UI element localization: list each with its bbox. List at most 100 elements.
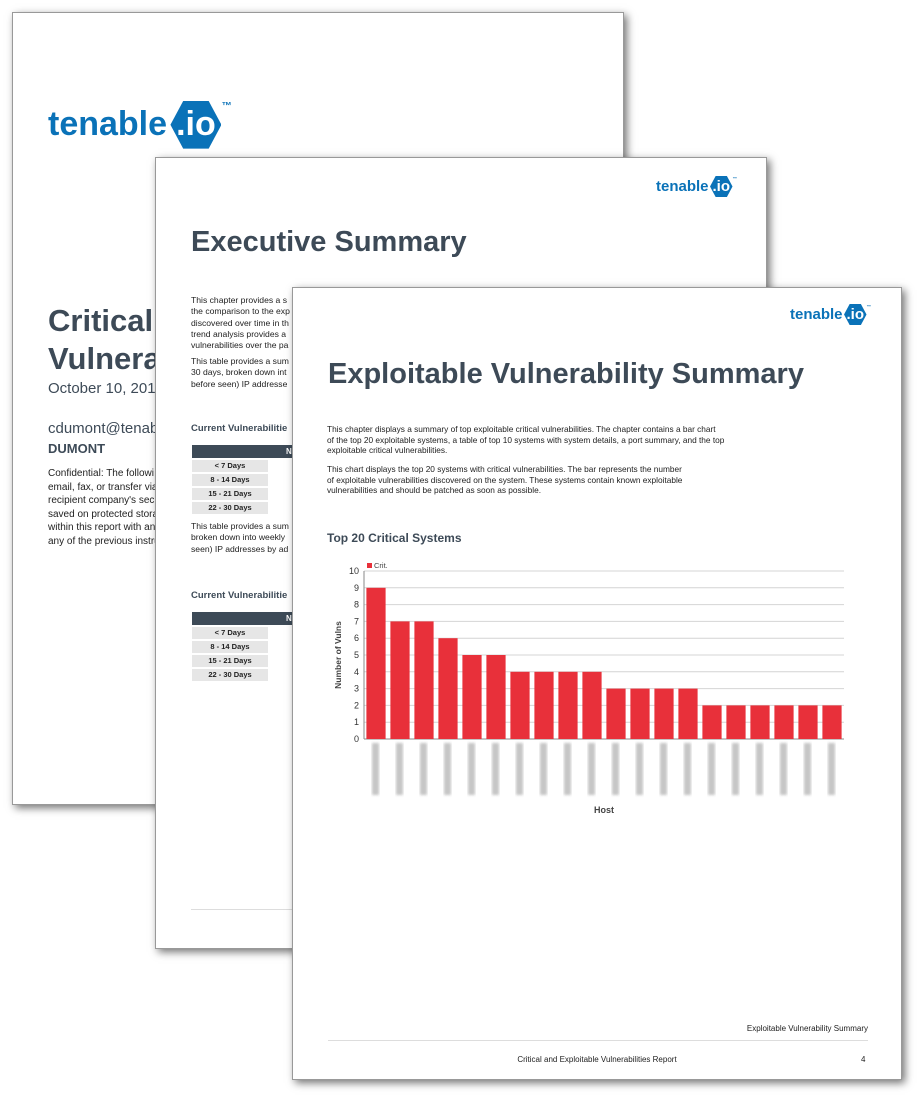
blurred-label <box>804 743 811 795</box>
x-axis-label: Host <box>594 805 614 815</box>
y-tick-label: 7 <box>354 616 359 626</box>
y-axis-label: Number of Vulns <box>333 621 343 689</box>
bar <box>510 671 530 739</box>
text-line: discovered over time in th <box>191 317 289 328</box>
text-line: the comparison to the exp <box>191 306 290 317</box>
text-line: of exploitable vulnerabilities discovere… <box>327 474 683 485</box>
logo-tm: ™ <box>866 304 872 309</box>
row-label: < 7 Days <box>192 627 268 639</box>
row-label: < 7 Days <box>192 460 268 472</box>
text-line: trend analysis provides a <box>191 328 287 339</box>
chart: 0 1 2 3 4 5 6 7 8 9 10 Crit. Host Number of Vulns <box>333 561 844 815</box>
rule <box>328 1040 868 1041</box>
blurred-label <box>780 743 787 795</box>
logo-tm: ™ <box>732 176 738 181</box>
blurred-label <box>540 743 547 795</box>
bar <box>654 688 674 739</box>
footer-section: Exploitable Vulnerability Summary <box>746 1024 868 1033</box>
exploitable-page: tenable .io ™ Exploitable Vulnerability Sum… <box>292 287 902 1080</box>
text-line: vulnerabilities over the pa <box>191 340 289 351</box>
blurred-label <box>684 743 691 795</box>
blurred-label <box>372 743 379 795</box>
text-line: exploitable critical vulnerabilities. <box>327 445 448 456</box>
y-tick-label: 3 <box>354 684 359 694</box>
text-line: broken down into weekly <box>191 532 286 543</box>
row-label: 15 - 21 Days <box>192 488 268 500</box>
bar <box>582 671 602 739</box>
bar <box>702 705 722 739</box>
date: October 10, 201 <box>48 380 156 397</box>
email: cdumont@tenab <box>48 420 159 437</box>
logo-word: tenable <box>48 105 168 143</box>
blurred-label <box>516 743 523 795</box>
logo-word: tenable <box>790 306 843 323</box>
text-line: 30 days, broken down int <box>191 367 287 378</box>
legend-label: Crit. <box>374 561 388 570</box>
text-line: before seen) IP addresse <box>191 378 288 389</box>
blurred-label <box>660 743 667 795</box>
text-line: This table provides a sum <box>191 521 289 531</box>
y-tick-label: 10 <box>349 566 359 576</box>
logo-badge: .io <box>844 304 867 325</box>
text-line: recipient company's secu <box>48 495 160 506</box>
y-tick-label: 6 <box>354 633 359 643</box>
blurred-label <box>468 743 475 795</box>
text-line: This chapter provides a s <box>191 295 288 305</box>
bar <box>726 705 746 739</box>
bar <box>630 688 650 739</box>
text-line: of the top 20 exploitable systems, a tab… <box>327 434 725 445</box>
y-tick-label: 8 <box>354 600 359 610</box>
y-tick-label: 2 <box>354 700 359 710</box>
text-line: This chart displays the top 20 systems w… <box>327 464 682 474</box>
text-line: Critical <box>48 303 154 338</box>
blurred-label <box>636 743 643 795</box>
text-line: email, fax, or transfer via <box>48 481 158 493</box>
text-line: any of the previous instru <box>48 535 160 547</box>
y-tick-label: 5 <box>354 650 359 660</box>
y-tick-label: 1 <box>354 717 359 727</box>
blurred-label <box>708 743 715 795</box>
footer-report: Critical and Exploitable Vulnerabilities… <box>517 1055 677 1064</box>
row-label: 8 - 14 Days <box>192 641 268 653</box>
logo: tenable .io ™ <box>48 101 232 149</box>
text-line: This table provides a sum <box>191 356 289 366</box>
y-tick-label: 0 <box>354 734 359 744</box>
logo: tenable .io ™ <box>656 176 737 197</box>
text-line: within this report with any <box>48 522 161 533</box>
y-tick-label: 4 <box>354 667 359 677</box>
page-number: 4 <box>861 1055 866 1064</box>
blurred-label <box>588 743 595 795</box>
bar <box>366 587 386 739</box>
blurred-label <box>828 743 835 795</box>
blurred-label <box>564 743 571 795</box>
logo-word: tenable <box>656 178 709 195</box>
legend-swatch <box>367 563 372 568</box>
blurred-label <box>732 743 739 795</box>
logo: tenable .io ™ <box>790 304 871 325</box>
bar <box>606 688 626 739</box>
logo-tm: ™ <box>221 101 232 112</box>
chart-title: Top 20 Critical Systems <box>327 531 462 545</box>
title: Exploitable Vulnerability Summary <box>328 358 804 390</box>
text-line: This chapter displays a summary of top e… <box>327 424 716 434</box>
bar <box>534 671 554 739</box>
bar <box>486 655 506 739</box>
bar <box>750 705 770 739</box>
name: DUMONT <box>48 441 106 456</box>
bar <box>774 705 794 739</box>
bar <box>558 671 578 739</box>
table-title: Current Vulnerabilitie <box>191 590 288 601</box>
bar <box>798 705 818 739</box>
row-label: 22 - 30 Days <box>192 669 268 681</box>
text-line: Confidential: The followi <box>48 468 154 479</box>
text-line: saved on protected stora <box>48 508 159 520</box>
text-line: seen) IP addresses by ad <box>191 543 289 554</box>
row-label: 8 - 14 Days <box>192 474 268 486</box>
blurred-label <box>492 743 499 795</box>
text-line: Vulnera <box>48 341 161 376</box>
bar <box>414 621 434 739</box>
bar <box>462 655 482 739</box>
logo-badge: .io <box>170 101 222 149</box>
bar <box>822 705 842 739</box>
